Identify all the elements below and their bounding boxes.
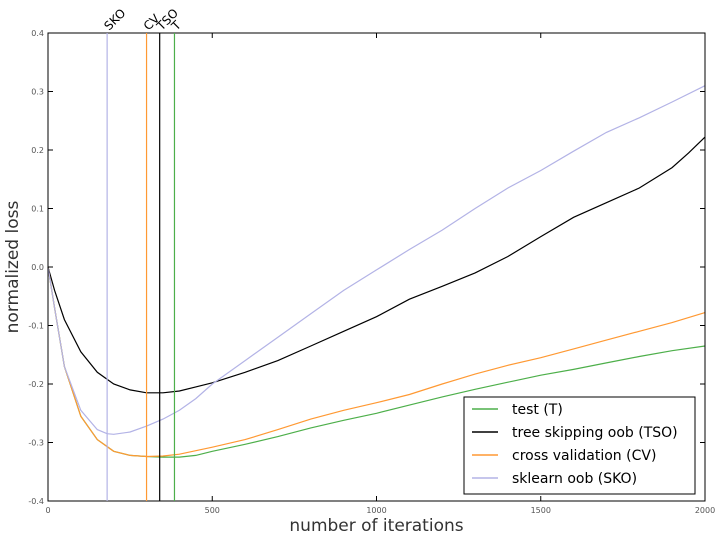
legend-label-3: sklearn oob (SKO) — [512, 471, 637, 487]
series-line-2 — [47, 266, 706, 458]
y-tick-label: 0.1 — [31, 205, 44, 214]
y-tick-label: -0.1 — [28, 322, 44, 331]
y-tick-label: 0.0 — [31, 263, 44, 272]
y-tick-label: -0.2 — [28, 380, 44, 389]
legend: test (T) tree skipping oob (TSO) cross val… — [463, 396, 696, 495]
x-tick-label: 0 — [45, 506, 50, 515]
marker-label-sko: SKO — [101, 6, 128, 33]
y-tick-label: -0.3 — [28, 439, 44, 448]
x-axis-label: number of iterations — [289, 516, 463, 536]
series-line-1 — [47, 136, 706, 394]
y-tick-label: 0.3 — [31, 88, 44, 97]
x-tick-label: 2000 — [695, 506, 715, 515]
y-axis-label: normalized loss — [3, 201, 23, 334]
x-tick-label: 500 — [205, 506, 220, 515]
y-tick-label: 0.4 — [31, 29, 44, 38]
y-tick-label: 0.2 — [31, 146, 44, 155]
legend-label-0: test (T) — [512, 402, 563, 418]
legend-label-2: cross validation (CV) — [512, 448, 656, 464]
x-tick-label: 1500 — [531, 506, 551, 515]
legend-box — [463, 396, 696, 495]
axis-ticks: 0 500 1000 1500 2000 -0.4 -0.3 -0.2 -0.1 0.0 0.1 0.… — [28, 29, 715, 515]
series-line-3 — [47, 85, 706, 435]
plot-area — [47, 85, 706, 458]
x-tick-label: 1000 — [366, 506, 386, 515]
legend-label-1: tree skipping oob (TSO) — [512, 425, 678, 441]
y-tick-label: -0.4 — [28, 497, 44, 506]
